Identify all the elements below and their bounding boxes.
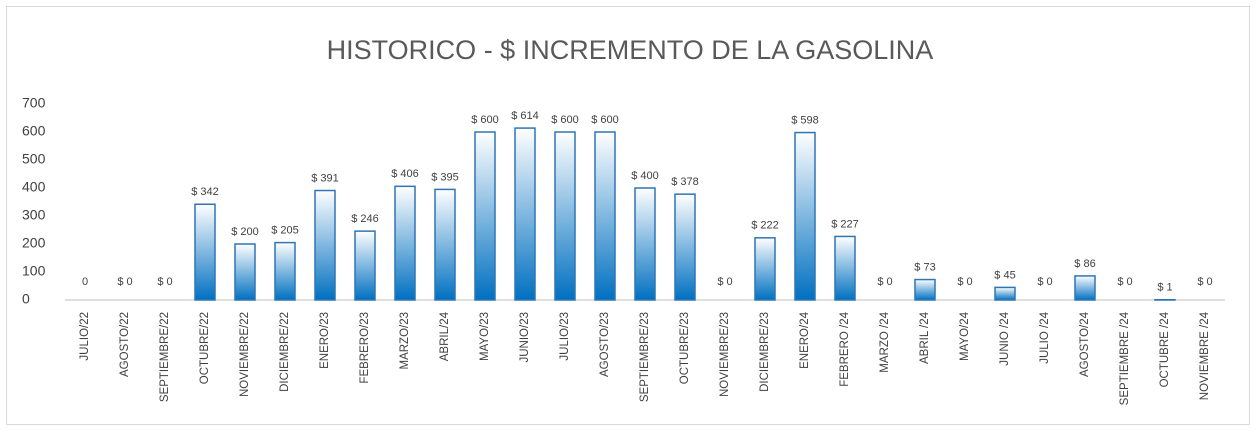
value-label: $ 246 xyxy=(351,213,379,225)
y-tick-label: 0 xyxy=(22,291,30,307)
x-tick-label: MARZO/23 xyxy=(399,312,411,370)
value-label: $ 406 xyxy=(391,168,419,180)
x-tick-label: OCTUBRE/23 xyxy=(679,312,691,384)
x-tick-label: JUNIO/23 xyxy=(519,312,531,363)
value-label: $ 0 xyxy=(957,276,972,288)
y-tick-label: 500 xyxy=(22,151,46,167)
x-tick-label: FEBRERO/23 xyxy=(359,312,371,384)
value-label: $ 222 xyxy=(751,220,779,232)
value-label: $ 0 xyxy=(157,276,172,288)
bar xyxy=(514,127,536,301)
x-tick-label: NOVIEMBRE/23 xyxy=(719,312,731,397)
bar xyxy=(194,203,216,301)
value-label: $ 600 xyxy=(471,114,499,126)
x-tick-label: JUNIO /24 xyxy=(999,311,1011,365)
x-tick-label: MARZO /24 xyxy=(879,311,891,372)
value-label: $ 598 xyxy=(791,114,819,126)
bar xyxy=(274,241,296,301)
x-tick-label: NOVIEMBRE/22 xyxy=(239,312,251,397)
value-label: $ 391 xyxy=(311,172,339,184)
x-tick-label: SEPTIEMBRE/22 xyxy=(159,312,171,402)
bar xyxy=(754,237,776,301)
value-label: $ 200 xyxy=(231,226,259,238)
x-tick-label: MAYO/23 xyxy=(479,312,491,361)
bar xyxy=(794,131,816,301)
x-tick-label: MAYO/24 xyxy=(959,311,971,361)
y-tick-label: 100 xyxy=(22,263,46,279)
bar xyxy=(314,189,336,301)
value-label: $ 378 xyxy=(671,176,699,188)
value-label: $ 73 xyxy=(914,261,935,273)
x-tick-label: NOVIEMBRE /24 xyxy=(1199,311,1211,400)
value-label: $ 0 xyxy=(877,276,892,288)
x-tick-label: ENERO/23 xyxy=(319,312,331,369)
bar xyxy=(434,188,456,301)
y-tick-label: 700 xyxy=(22,95,46,111)
value-label: $ 227 xyxy=(831,218,859,230)
chart-title: HISTORICO - $ INCREMENTO DE LA GASOLINA xyxy=(327,35,934,65)
bar xyxy=(594,131,616,301)
x-tick-label: JULIO /24 xyxy=(1039,311,1051,363)
value-label: $ 205 xyxy=(271,225,299,237)
value-label: $ 600 xyxy=(591,114,619,126)
y-tick-label: 400 xyxy=(22,179,46,195)
value-label: $ 45 xyxy=(994,269,1015,281)
value-label: $ 614 xyxy=(511,110,539,122)
bar xyxy=(914,278,936,301)
value-label: $ 395 xyxy=(431,171,459,183)
bar xyxy=(994,286,1016,301)
value-label: $ 0 xyxy=(1037,276,1052,288)
value-label: $ 1 xyxy=(1157,282,1172,294)
value-label: $ 0 xyxy=(1117,276,1132,288)
x-tick-label: FEBRERO /24 xyxy=(839,311,851,386)
x-tick-label: AGOSTO/22 xyxy=(119,312,131,377)
value-label: $ 600 xyxy=(551,114,579,126)
x-tick-label: ABRIL /24 xyxy=(919,311,931,364)
y-tick-label: 600 xyxy=(22,123,46,139)
value-label: $ 342 xyxy=(191,186,219,198)
x-tick-label: DICIEMBRE/22 xyxy=(279,312,291,392)
chart-border xyxy=(6,6,1250,425)
bar xyxy=(554,131,576,301)
x-tick-label: AGOSTO/23 xyxy=(599,312,611,377)
value-label: $ 0 xyxy=(1197,276,1212,288)
y-tick-label: 300 xyxy=(22,207,46,223)
bar xyxy=(674,193,696,301)
bar xyxy=(394,185,416,301)
x-tick-label: OCTUBRE/22 xyxy=(199,312,211,384)
x-tick-label: AGOSTO/24 xyxy=(1079,311,1091,377)
y-tick-label: 200 xyxy=(22,235,46,251)
bar xyxy=(474,131,496,301)
x-tick-label: ENERO/24 xyxy=(799,311,811,368)
bar xyxy=(634,187,656,301)
value-label: $ 0 xyxy=(717,276,732,288)
x-tick-label: JULIO/23 xyxy=(559,312,571,361)
bar xyxy=(834,235,856,301)
x-tick-label: OCTUBRE /24 xyxy=(1159,311,1171,387)
x-tick-label: JULIO/22 xyxy=(79,312,91,361)
x-tick-label: SEPTIEMBRE /24 xyxy=(1119,311,1131,405)
bar xyxy=(354,230,376,301)
x-tick-label: ABRIL/24 xyxy=(439,311,451,361)
bar xyxy=(1074,275,1096,301)
value-label: $ 400 xyxy=(631,170,659,182)
x-tick-label: DICIEMBRE/23 xyxy=(759,312,771,392)
x-tick-label: SEPTIEMBRE/23 xyxy=(639,312,651,402)
value-label: $ 0 xyxy=(117,276,132,288)
value-label: 0 xyxy=(82,276,88,288)
value-label: $ 86 xyxy=(1074,258,1095,270)
bar xyxy=(234,243,256,301)
